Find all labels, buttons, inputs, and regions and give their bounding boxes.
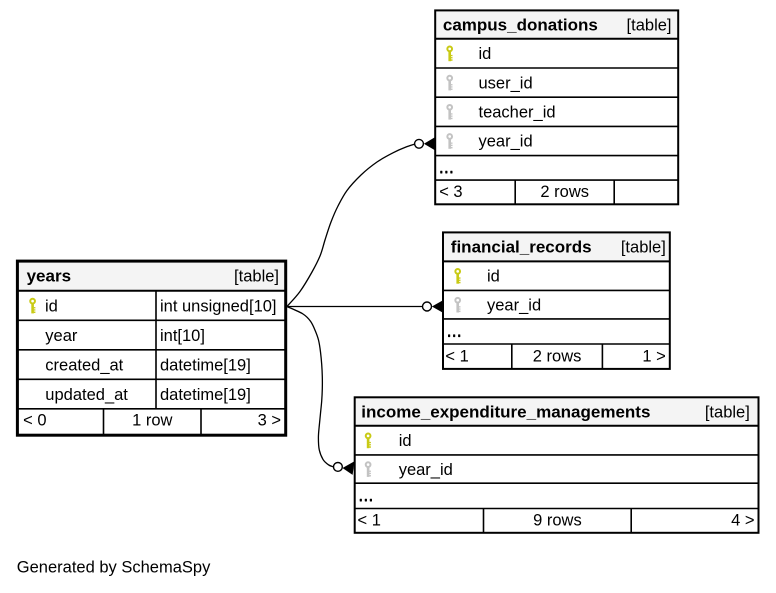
svg-text:< 0: < 0 xyxy=(23,411,46,429)
svg-text:[table]: [table] xyxy=(234,268,279,286)
svg-text:created_at: created_at xyxy=(45,356,123,374)
svg-text:years: years xyxy=(27,267,71,286)
svg-text:< 3: < 3 xyxy=(439,183,462,201)
svg-text:user_id: user_id xyxy=(479,74,533,92)
svg-text:id: id xyxy=(399,432,412,450)
svg-text:updated_at: updated_at xyxy=(45,386,128,404)
svg-text:4 >: 4 > xyxy=(731,511,754,529)
svg-text:1 row: 1 row xyxy=(132,411,172,429)
svg-text:2 rows: 2 rows xyxy=(540,183,589,201)
svg-text:id: id xyxy=(479,45,492,63)
svg-text:year_id: year_id xyxy=(399,461,453,479)
svg-text:campus_donations: campus_donations xyxy=(443,15,598,34)
svg-text:year_id: year_id xyxy=(479,133,533,151)
svg-text:datetime[19]: datetime[19] xyxy=(160,356,251,374)
svg-text:< 1: < 1 xyxy=(358,511,381,529)
svg-text:id: id xyxy=(487,268,500,286)
svg-text:datetime[19]: datetime[19] xyxy=(160,386,251,404)
svg-text:int unsigned[10]: int unsigned[10] xyxy=(160,297,277,315)
svg-text:1 >: 1 > xyxy=(642,348,665,366)
svg-text:3 >: 3 > xyxy=(258,411,281,429)
svg-text:[table]: [table] xyxy=(621,238,666,256)
svg-text:[table]: [table] xyxy=(627,16,672,34)
svg-text:income_expenditure_managements: income_expenditure_managements xyxy=(361,402,650,421)
svg-text:teacher_id: teacher_id xyxy=(479,104,556,122)
svg-text:year_id: year_id xyxy=(487,296,541,314)
svg-text:9 rows: 9 rows xyxy=(533,511,582,529)
svg-text:Generated by SchemaSpy: Generated by SchemaSpy xyxy=(17,559,211,577)
svg-text:< 1: < 1 xyxy=(445,348,468,366)
svg-text:int[10]: int[10] xyxy=(160,327,205,345)
svg-text:[table]: [table] xyxy=(705,403,750,421)
svg-text:2 rows: 2 rows xyxy=(533,348,582,366)
svg-text:year: year xyxy=(45,327,78,345)
svg-text:financial_records: financial_records xyxy=(451,237,592,256)
svg-text:id: id xyxy=(45,297,58,315)
